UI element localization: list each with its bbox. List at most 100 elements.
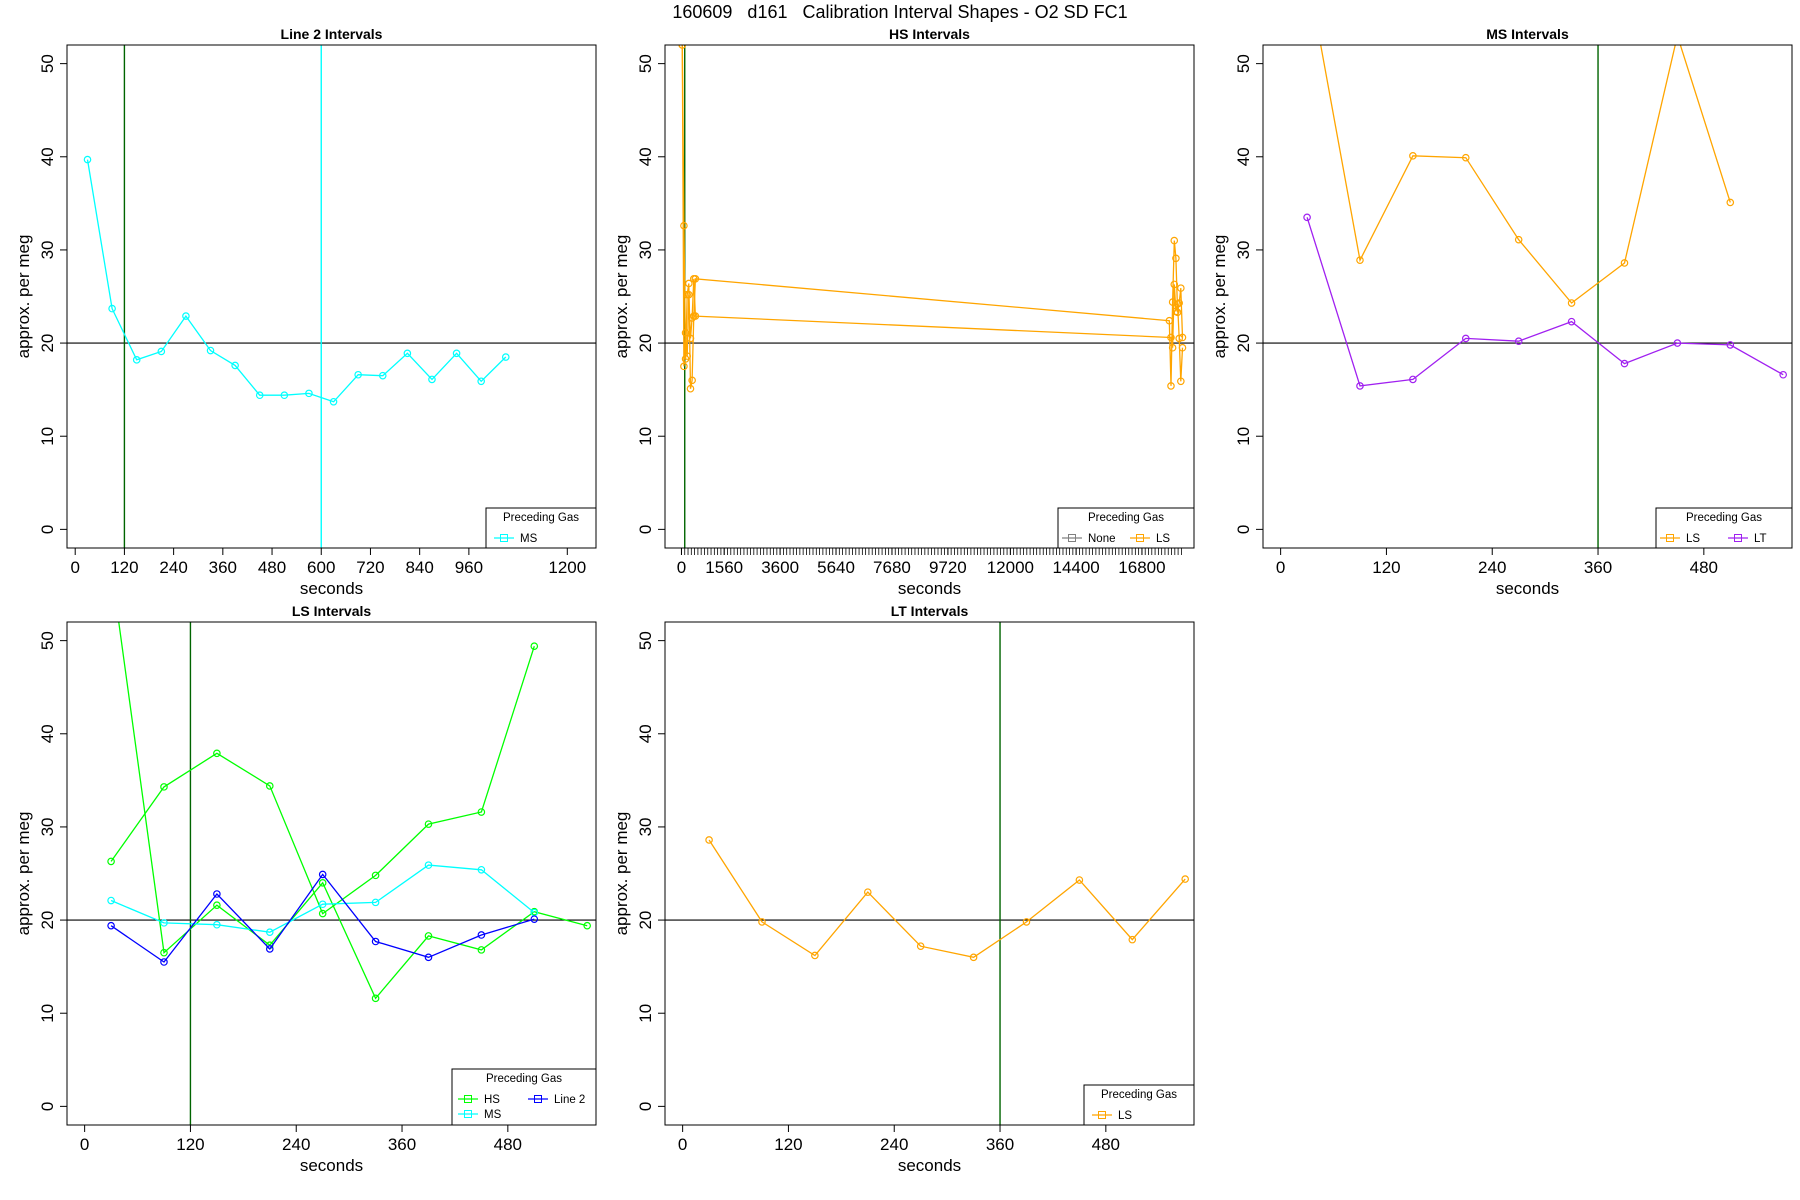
data-point-ls	[916, 942, 925, 950]
legend-swatch-marker	[1068, 534, 1076, 542]
data-point-ms	[280, 391, 289, 400]
data-point-line-2	[530, 915, 539, 923]
data-point-ls	[1620, 259, 1629, 267]
x-tick-label: 240	[282, 1135, 310, 1154]
x-axis-label: seconds	[300, 1156, 363, 1175]
data-point-ls	[1461, 153, 1470, 162]
y-tick-label: 20	[38, 334, 57, 353]
panel-title: LT Intervals	[891, 603, 969, 619]
data-point-ls	[691, 312, 700, 320]
data-point-ls	[1181, 875, 1189, 883]
data-point-ls	[689, 275, 698, 283]
data-point-hs	[318, 879, 327, 887]
y-tick-label: 20	[636, 911, 655, 930]
data-point-ms	[213, 920, 221, 929]
y-axis: 0 10 20 30 40 50 approx. per meg	[1210, 54, 1263, 534]
data-point-ms	[305, 389, 313, 398]
y-tick-label: 40	[636, 724, 655, 743]
data-point-lt	[1620, 359, 1629, 368]
x-tick-label: 0	[70, 558, 79, 577]
x-tick-label: 1560	[705, 558, 743, 577]
data-point-hs	[160, 783, 168, 791]
data-point-ls	[705, 836, 713, 844]
data-point-ms	[157, 347, 166, 356]
y-tick-label: 10	[1234, 427, 1253, 446]
x-tick-label: 120	[774, 1135, 802, 1154]
data-point-hs	[477, 808, 486, 816]
data-point-ls	[685, 279, 693, 288]
data-point-hs	[107, 857, 115, 866]
data-point-ms	[182, 312, 190, 320]
data-point-line-2	[371, 937, 380, 946]
x-tick-label: 120	[176, 1135, 204, 1154]
data-point-hs	[213, 749, 221, 758]
x-tick-label: 5640	[817, 558, 855, 577]
data-point-hs	[371, 871, 380, 880]
data-point-ls	[686, 384, 695, 393]
y-axis-label: approx. per meg	[612, 812, 631, 936]
y-tick-label: 0	[1234, 525, 1253, 534]
legend-entry-label: LS	[1686, 533, 1700, 545]
y-axis: 0 10 20 30 40 50 approx. per meg	[612, 54, 665, 534]
x-axis-label: seconds	[898, 1156, 961, 1175]
data-point-ls	[1726, 198, 1735, 207]
data-point-ls	[1075, 876, 1084, 884]
legend: Preceding Gas None LS	[1057, 507, 1195, 549]
data-point-ls	[1514, 235, 1523, 244]
data-point-lt	[1673, 339, 1682, 347]
panel-lt-intervals: LT Intervals 0 10 20 30 40 50 approx. per meg 0 1…	[612, 603, 1195, 1175]
data-point-lt	[1461, 334, 1470, 343]
plot-frame	[1262, 44, 1793, 549]
data-point-ms	[255, 391, 264, 400]
series-line-ls	[708, 839, 1186, 958]
data-point-ms	[452, 349, 461, 358]
data-point-ls	[1177, 284, 1185, 292]
data-point-ls	[688, 376, 696, 385]
x-tick-label: 360	[209, 558, 237, 577]
x-axis-label: seconds	[300, 579, 363, 598]
y-tick-label: 50	[636, 54, 655, 73]
legend-swatch-marker	[534, 1095, 542, 1103]
data-point-ms	[318, 900, 327, 909]
y-tick-label: 40	[636, 147, 655, 166]
data-point-hs	[530, 642, 539, 651]
x-tick-label: 240	[880, 1135, 908, 1154]
legend-title: Preceding Gas	[503, 512, 579, 524]
y-tick-label: 30	[636, 817, 655, 836]
data-point-hs	[371, 994, 380, 1003]
panel-title: Line 2 Intervals	[281, 26, 383, 42]
legend: Preceding Gas LS	[1083, 1084, 1195, 1126]
series-line-ls	[681, 45, 1184, 389]
data-point-ls	[683, 352, 692, 360]
legend-entry-label: LT	[1754, 533, 1767, 545]
legend-title: Preceding Gas	[1088, 512, 1164, 524]
x-tick-label: 480	[1690, 558, 1718, 577]
x-tick-label: 840	[405, 558, 433, 577]
x-tick-label: 0	[678, 1135, 687, 1154]
y-tick-label: 40	[38, 724, 57, 743]
figure-title: 160609 d161 Calibration Interval Shapes …	[672, 2, 1128, 22]
data-point-ls	[1567, 299, 1576, 307]
x-tick-label: 9720	[929, 558, 967, 577]
data-point-ms	[477, 377, 485, 386]
data-point-ls	[1168, 343, 1177, 352]
data-point-ms	[206, 346, 215, 355]
data-point-line-2	[160, 958, 168, 966]
x-tick-label: 0	[677, 558, 686, 577]
y-tick-label: 40	[1234, 147, 1253, 166]
y-axis-label: approx. per meg	[14, 235, 33, 359]
x-axis-label: seconds	[898, 579, 961, 598]
data-point-line-2	[424, 953, 433, 962]
data-point-lt	[1779, 370, 1787, 379]
data-point-line-2	[265, 945, 274, 953]
legend-swatch-marker	[1734, 534, 1742, 542]
data-point-ls	[680, 221, 688, 230]
data-point-lt	[1567, 317, 1576, 326]
legend-swatch-marker	[500, 534, 508, 542]
legend: Preceding Gas LS LT	[1655, 507, 1793, 549]
x-tick-label: 0	[80, 1135, 89, 1154]
y-tick-label: 30	[636, 240, 655, 259]
data-point-hs	[424, 932, 433, 940]
y-tick-label: 30	[38, 817, 57, 836]
x-tick-label: 960	[455, 558, 483, 577]
